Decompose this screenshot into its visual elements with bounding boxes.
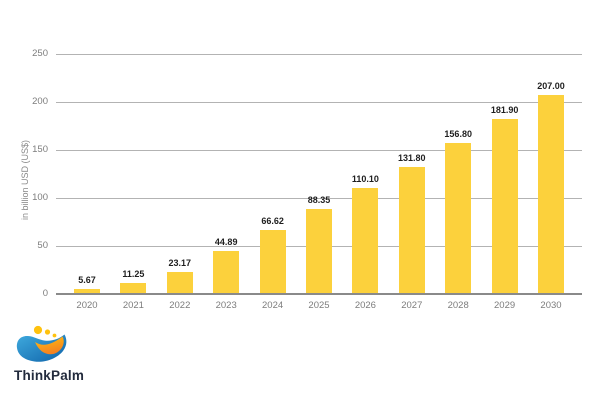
x-tick-label: 2027 xyxy=(401,300,423,311)
x-tick-label: 2023 xyxy=(215,300,237,311)
logo-dot-small xyxy=(52,333,57,338)
bar-value-label: 23.17 xyxy=(168,257,192,268)
bar-value-label: 110.10 xyxy=(351,174,379,185)
bar xyxy=(259,230,286,294)
logo-crescent-shape xyxy=(35,336,64,355)
bar-value-label: 44.89 xyxy=(214,236,238,247)
thinkpalm-logo-icon xyxy=(16,325,67,362)
bar xyxy=(166,271,193,294)
bar-value-label: 156.80 xyxy=(444,129,472,140)
x-tick-label: 2028 xyxy=(447,300,469,311)
bar-value-label: 181.90 xyxy=(490,105,519,116)
bar-value-label: 131.80 xyxy=(398,153,426,164)
x-tick-label: 2026 xyxy=(354,300,376,311)
thinkpalm-logo: ThinkPalm xyxy=(14,323,104,383)
logo-dot-medium xyxy=(44,329,51,335)
gridline xyxy=(56,53,582,55)
bar xyxy=(352,188,379,294)
gridline xyxy=(56,149,582,151)
y-tick-label: 150 xyxy=(32,144,48,155)
logo-text: ThinkPalm xyxy=(14,368,85,383)
y-tick-label: 50 xyxy=(37,240,48,251)
y-tick-label: 0 xyxy=(42,288,48,299)
bar xyxy=(120,283,147,294)
gridline xyxy=(56,197,582,199)
bar-value-label: 5.67 xyxy=(78,274,96,285)
x-tick-label: 2025 xyxy=(308,300,330,311)
bar xyxy=(213,250,240,294)
bar xyxy=(398,167,425,294)
bar xyxy=(306,209,332,294)
x-tick-label: 2022 xyxy=(169,300,191,311)
x-axis-baseline xyxy=(56,293,582,295)
x-tick-label: 2029 xyxy=(494,300,516,311)
y-tick-label: 200 xyxy=(32,96,48,107)
logo-dot-large xyxy=(33,325,43,335)
bar-value-label: 207.00 xyxy=(537,81,565,92)
bar-value-label: 66.62 xyxy=(261,216,284,227)
x-tick-label: 2020 xyxy=(76,300,98,311)
bar-value-label: 11.25 xyxy=(122,269,145,280)
y-tick-label: 250 xyxy=(32,48,48,59)
bar xyxy=(538,95,564,294)
x-tick-label: 2030 xyxy=(540,300,562,311)
y-axis-title: in billion USD (US$) xyxy=(20,139,30,221)
x-tick-label: 2024 xyxy=(262,300,284,311)
gridline xyxy=(56,101,582,103)
bar xyxy=(491,119,518,294)
bar-value-label: 88.35 xyxy=(307,195,331,206)
bar xyxy=(74,288,100,294)
bar xyxy=(445,143,472,294)
x-tick-label: 2021 xyxy=(122,300,144,311)
y-tick-label: 100 xyxy=(32,192,48,203)
